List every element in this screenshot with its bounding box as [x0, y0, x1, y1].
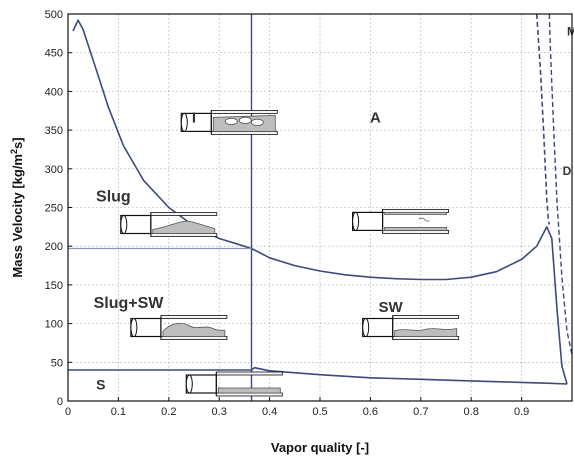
transition-curve — [251, 226, 568, 385]
pipe-wall-bottom — [382, 229, 450, 234]
region-label: Slug+SW — [94, 295, 165, 312]
pipe-opening — [352, 211, 360, 231]
liquid-slug — [152, 220, 216, 234]
intermittent-pipe-icon — [180, 110, 278, 135]
x-tick-label: 0 — [65, 406, 71, 418]
gas-bubble — [250, 118, 264, 127]
pipe-icons — [120, 110, 460, 397]
x-tick-label: 0.2 — [161, 406, 176, 418]
slug-pipe-icon — [120, 212, 218, 237]
region-label: D — [563, 164, 572, 178]
x-tick-label: 0.8 — [464, 406, 479, 418]
x-tick-label: 0.9 — [514, 406, 529, 418]
y-tick-label: 450 — [45, 48, 63, 60]
pipe-opening — [185, 374, 193, 394]
series-group — [68, 13, 573, 401]
x-tick-label: 0.6 — [363, 406, 378, 418]
y-tick-label: 100 — [45, 319, 63, 331]
liquid-wavy-slug — [162, 322, 226, 337]
transition-curve — [72, 19, 252, 250]
liquid-layer — [217, 387, 281, 394]
pipe-wall-top — [150, 212, 218, 216]
y-tick-label: 350 — [45, 125, 63, 137]
pipe-wall-bottom — [150, 233, 218, 237]
y-tick-label: 150 — [45, 280, 63, 292]
y-tick-label: 300 — [45, 164, 63, 176]
pipe-opening — [180, 112, 188, 132]
x-tick-label: 0.7 — [413, 406, 428, 418]
x-tick-label: 0.4 — [262, 406, 277, 418]
x-tick-label: 0.1 — [111, 406, 126, 418]
region-label: A — [370, 109, 381, 126]
pipe-wall-top — [160, 315, 228, 319]
pipe-wall-top — [215, 371, 283, 376]
region-label: SW — [378, 299, 403, 316]
y-tick-label: 200 — [45, 241, 63, 253]
pipe-wall-bottom — [210, 131, 278, 135]
y-axis-label-main: Mass Velocity [kg/m — [10, 154, 25, 278]
liquid-film-top — [384, 211, 448, 215]
pipe-opening — [120, 215, 128, 234]
pipe-wall-bottom — [392, 336, 460, 340]
pipe-wall-top — [382, 208, 450, 213]
region-labels: I A Slug Slug+SW SW S D M — [94, 25, 574, 393]
transition-curve — [68, 366, 568, 385]
y-tick-label: 500 — [45, 9, 63, 21]
x-axis-label: Vapor quality [-] — [271, 440, 369, 455]
stratified-pipe-icon — [185, 371, 283, 397]
region-label: M — [567, 25, 574, 39]
region-label: I — [192, 109, 196, 126]
slug-stratified-wavy-pipe-icon — [130, 315, 228, 340]
y-axis-label-superscript: 2 — [9, 149, 19, 154]
grid — [68, 14, 572, 401]
gas-bubble — [224, 117, 238, 126]
stratified-wavy-pipe-icon — [362, 315, 460, 340]
y-tick-label: 50 — [51, 357, 63, 369]
y-tick-label: 0 — [57, 396, 63, 408]
pipe-opening — [130, 318, 138, 337]
pipe-opening — [362, 318, 370, 337]
y-tick-label: 400 — [45, 86, 63, 98]
x-tick-label: 0.3 — [212, 406, 227, 418]
region-label: Slug — [96, 188, 131, 205]
droplets — [418, 217, 430, 222]
region-label: S — [96, 376, 105, 392]
liquid-film-bottom — [384, 226, 448, 231]
gas-bubble — [238, 116, 252, 125]
pipe-wall-bottom — [160, 336, 228, 340]
y-axis-ticks: 0 50 100 150 200 250 300 350 400 450 500 — [45, 9, 72, 408]
x-axis-ticks: 0 0.1 0.2 0.3 0.4 0.5 0.6 0.7 0.8 0.9 — [65, 397, 529, 418]
annular-pipe-icon — [352, 208, 450, 234]
transition-curve-dashed — [548, 13, 573, 355]
pipe-wall-top — [210, 110, 278, 114]
y-tick-label: 250 — [45, 203, 63, 215]
transition-curve-dashed — [535, 13, 551, 225]
y-axis-label: Mass Velocity [kg/m2s] — [9, 137, 25, 277]
x-tick-label: 0.5 — [312, 406, 327, 418]
liquid-wavy-layer — [394, 327, 458, 337]
y-axis-label-end: s] — [10, 137, 25, 149]
pipe-wall-bottom — [215, 392, 283, 397]
